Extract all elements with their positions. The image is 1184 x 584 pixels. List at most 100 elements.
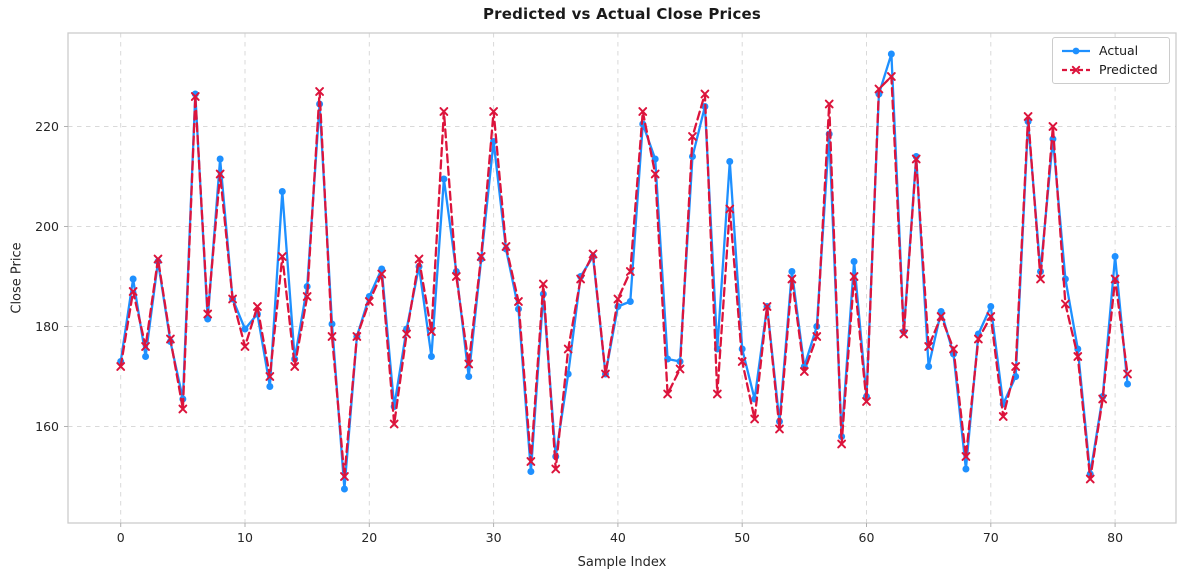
predicted-marker bbox=[1098, 394, 1108, 404]
x-tick-label: 0 bbox=[117, 530, 125, 545]
actual-marker bbox=[788, 268, 796, 275]
predicted-marker bbox=[1036, 274, 1045, 284]
predicted-marker bbox=[1073, 352, 1083, 361]
predicted-marker bbox=[315, 87, 324, 96]
predicted-marker bbox=[688, 132, 697, 141]
predicted-marker bbox=[576, 274, 586, 284]
actual-marker bbox=[216, 155, 224, 163]
predicted-line bbox=[119, 75, 1129, 481]
legend-swatch-predicted-icon bbox=[1062, 65, 1090, 75]
predicted-marker bbox=[501, 242, 511, 251]
actual-marker bbox=[129, 275, 137, 283]
predicted-marker bbox=[737, 357, 747, 366]
predicted-marker bbox=[538, 279, 548, 289]
predicted-marker bbox=[824, 99, 834, 109]
legend-swatch-actual-icon bbox=[1062, 47, 1090, 55]
actual-marker bbox=[427, 353, 435, 360]
predicted-marker bbox=[725, 204, 735, 214]
y-tick-label: 180 bbox=[35, 319, 59, 334]
predicted-marker bbox=[812, 332, 822, 341]
y-tick-label: 220 bbox=[35, 119, 59, 134]
predicted-marker bbox=[1110, 274, 1120, 284]
predicted-marker bbox=[973, 334, 983, 344]
predicted-marker bbox=[277, 252, 287, 261]
actual-marker bbox=[925, 363, 933, 370]
x-tick-label: 60 bbox=[859, 530, 875, 545]
predicted-marker bbox=[775, 424, 784, 434]
actual-marker bbox=[1111, 253, 1119, 260]
predicted-marker bbox=[178, 404, 188, 414]
predicted-marker bbox=[451, 272, 461, 281]
x-tick-label: 40 bbox=[610, 530, 626, 545]
predicted-marker bbox=[862, 397, 871, 406]
predicted-marker bbox=[166, 334, 175, 344]
predicted-marker bbox=[340, 472, 349, 481]
plot-border bbox=[67, 32, 1177, 524]
actual-marker bbox=[204, 315, 212, 323]
predicted-marker bbox=[489, 107, 498, 116]
actual-marker bbox=[626, 298, 634, 305]
predicted-marker bbox=[402, 329, 411, 339]
actual-marker bbox=[987, 303, 995, 310]
y-tick-label: 200 bbox=[35, 219, 59, 234]
predicted-marker bbox=[290, 362, 300, 371]
actual-line bbox=[119, 52, 1129, 491]
predicted-marker bbox=[911, 154, 921, 164]
predicted-marker bbox=[464, 359, 474, 369]
predicted-marker bbox=[302, 292, 312, 301]
x-tick-label: 80 bbox=[1107, 530, 1123, 545]
predicted-marker bbox=[439, 107, 449, 116]
predicted-marker bbox=[352, 332, 362, 341]
actual-marker bbox=[465, 373, 473, 380]
predicted-marker bbox=[849, 272, 859, 281]
predicted-marker bbox=[203, 309, 213, 319]
legend-marker bbox=[1071, 65, 1081, 75]
actual-marker bbox=[266, 383, 274, 390]
actual-marker bbox=[142, 353, 150, 360]
predicted-marker bbox=[837, 439, 847, 449]
y-tick-label: 160 bbox=[35, 419, 59, 434]
chart-title: Predicted vs Actual Close Prices bbox=[482, 5, 762, 23]
predicted-marker bbox=[364, 297, 374, 306]
predicted-marker bbox=[265, 372, 275, 381]
predicted-marker bbox=[675, 364, 685, 374]
actual-marker bbox=[726, 158, 734, 165]
predicted-marker bbox=[998, 412, 1008, 421]
predicted-marker bbox=[228, 294, 237, 304]
predicted-marker bbox=[377, 269, 387, 279]
predicted-marker bbox=[787, 274, 797, 284]
predicted-marker bbox=[663, 389, 673, 399]
predicted-marker bbox=[1060, 299, 1070, 309]
predicted-marker bbox=[327, 332, 337, 341]
tick-marks: 0 10 20 30 40 50 60 70 80 160 180 200 220 bbox=[35, 119, 1123, 545]
predicted-marker bbox=[253, 302, 262, 311]
legend-item-actual: Actual bbox=[1061, 43, 1161, 58]
actual-marker bbox=[527, 468, 535, 475]
actual-marker bbox=[241, 325, 249, 333]
predicted-marker bbox=[1123, 369, 1132, 379]
x-tick-label: 20 bbox=[361, 530, 377, 545]
predicted-marker bbox=[625, 267, 635, 276]
predicted-marker bbox=[1048, 122, 1058, 131]
predicted-marker bbox=[874, 84, 884, 94]
predicted-marker bbox=[551, 464, 561, 474]
actual-marker bbox=[378, 265, 386, 273]
predicted-marker bbox=[128, 287, 138, 296]
predicted-marker bbox=[215, 169, 225, 179]
x-axis-label: Sample Index bbox=[577, 555, 667, 570]
actual-marker bbox=[440, 175, 448, 183]
legend-label-actual: Actual bbox=[1099, 43, 1139, 58]
predicted-marker bbox=[116, 362, 126, 371]
predicted-marker bbox=[886, 72, 896, 81]
y-axis-label: Close Price bbox=[9, 242, 25, 314]
predicted-marker bbox=[389, 419, 399, 429]
predicted-marker bbox=[153, 254, 163, 264]
actual-marker bbox=[887, 50, 895, 58]
predicted-marker bbox=[638, 107, 648, 116]
predicted-marker bbox=[476, 252, 486, 261]
predicted-marker bbox=[1085, 474, 1095, 484]
predicted-marker bbox=[427, 327, 436, 336]
predicted-marker bbox=[1023, 112, 1033, 121]
predicted-marker bbox=[899, 329, 909, 339]
